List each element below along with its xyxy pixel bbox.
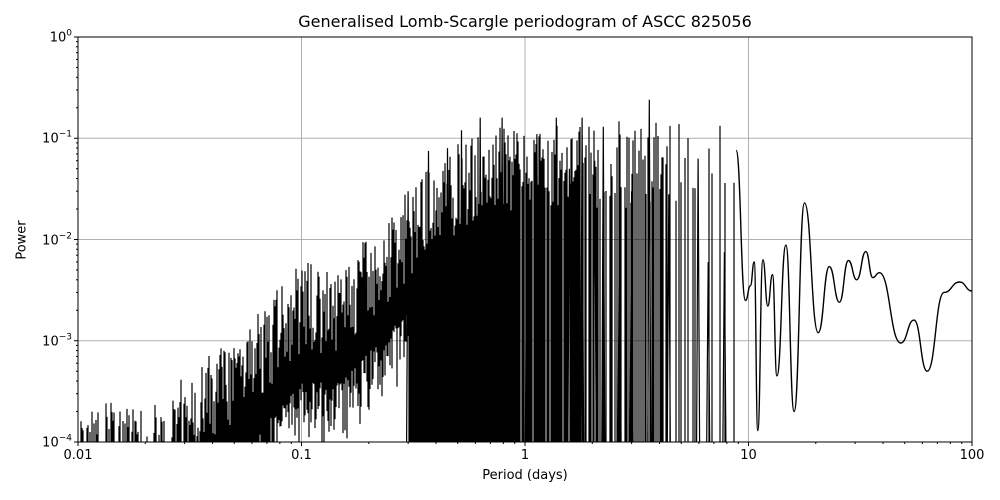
x-tick-label: 10: [740, 448, 757, 463]
y-tick-label: 10−2: [42, 231, 72, 248]
x-tick-label: 0.01: [63, 448, 93, 463]
x-tick-label: 100: [959, 448, 985, 463]
y-tick-label: 10−3: [42, 332, 72, 350]
y-tick-label: 100: [49, 28, 72, 46]
chart-title: Generalised Lomb-Scargle periodogram of …: [298, 12, 752, 31]
x-tick-label: 1: [520, 448, 530, 463]
periodogram-forest: [78, 99, 735, 442]
periodogram-tail: [735, 149, 972, 432]
axes-frame: [74, 36, 973, 446]
x-axis-label: Period (days): [482, 468, 568, 483]
y-tick-label: 10−4: [42, 433, 72, 451]
y-tick-label: 10−1: [42, 129, 72, 147]
periodogram-line: [78, 99, 972, 442]
x-tick-label: 0.1: [291, 448, 312, 463]
